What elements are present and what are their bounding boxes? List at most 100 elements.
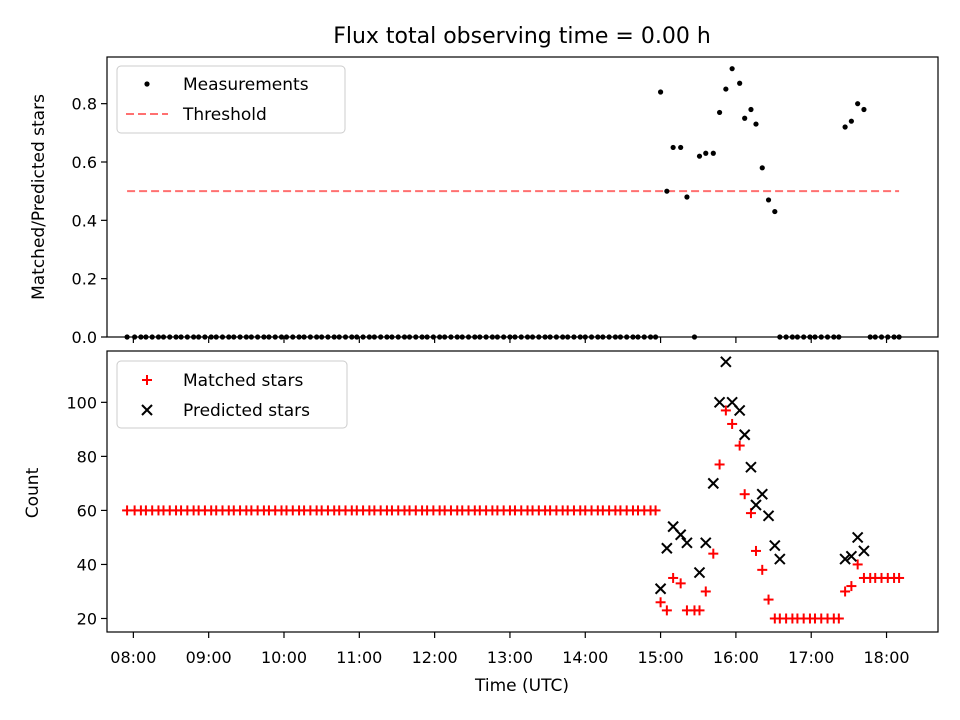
bottom-y-tick-label: 100 — [66, 393, 97, 412]
matched-star-point — [655, 597, 666, 608]
bottom-legend-box — [116, 360, 348, 429]
matched-star-point — [840, 586, 851, 597]
predicted-star-point-b — [674, 529, 687, 541]
predicted-star-point — [845, 550, 858, 563]
predicted-star-point-b — [726, 396, 738, 409]
chart-title: Flux total observing time = 0.00 h — [333, 24, 711, 49]
predicted-star-point-b — [858, 545, 870, 557]
measurement-point — [729, 66, 735, 72]
predicted-star-point — [661, 542, 673, 554]
predicted-star-point-b — [769, 539, 781, 552]
matched-star-point — [727, 418, 738, 429]
predicted-star-point-b — [762, 510, 775, 522]
measurement-point — [684, 194, 690, 200]
predicted-star-point-b — [681, 537, 693, 549]
legend-matched-label: Matched stars — [183, 371, 303, 391]
predicted-star-point-b — [774, 553, 786, 565]
measurement-point — [759, 165, 765, 171]
x-axis-label: Time (UTC) — [474, 676, 569, 696]
measurement-point — [716, 109, 723, 116]
matched-star-point — [661, 605, 672, 616]
predicted-star-point-b — [745, 461, 757, 473]
measurement-point — [670, 144, 676, 151]
measurement-point — [696, 153, 703, 159]
top-y-tick-label: 0.0 — [72, 328, 97, 347]
legend-predicted-marker — [141, 404, 153, 416]
legend-threshold-label: Threshold — [182, 105, 267, 125]
predicted-star-point — [858, 545, 870, 557]
measurement-point — [742, 115, 748, 121]
predicted-star-point-b — [738, 429, 751, 441]
x-tick-label: 08:00 — [110, 648, 156, 667]
measurement-point — [842, 124, 848, 130]
predicted-star-point — [720, 356, 732, 368]
measurement-point — [678, 144, 684, 151]
top-plot-frame — [106, 56, 939, 338]
matched-star-point — [708, 548, 719, 559]
matched-star-point — [700, 586, 711, 597]
x-tick-label: 13:00 — [487, 648, 533, 667]
matched-star-point — [750, 545, 761, 556]
measurement-point — [772, 208, 778, 215]
legend-predicted-marker-b — [141, 404, 153, 416]
predicted-star-point-b — [693, 566, 706, 579]
predicted-star-point-b — [839, 553, 851, 565]
top-legend-box — [116, 65, 346, 134]
predicted-star-point — [745, 461, 757, 473]
legend-matched-marker — [142, 375, 152, 385]
measurement-point — [861, 106, 867, 113]
predicted-star-point — [750, 499, 762, 511]
x-tick-label: 11:00 — [336, 648, 382, 667]
matched-star-point — [739, 489, 750, 500]
matched-star-point — [675, 578, 686, 589]
predicted-star-point-b — [720, 356, 732, 368]
bottom-plot-marks — [122, 356, 905, 624]
measurement-point — [723, 86, 729, 92]
matched-star-point — [894, 572, 905, 583]
predicted-star-point — [774, 553, 786, 565]
matched-star-point — [757, 564, 768, 575]
x-tick-label: 15:00 — [638, 648, 684, 667]
x-tick-label: 12:00 — [412, 648, 458, 667]
measurement-point — [737, 80, 743, 86]
bottom-y-axis-label: Count — [23, 467, 43, 518]
predicted-star-point — [839, 553, 851, 565]
matched-star-point — [650, 505, 661, 516]
x-tick-label: 17:00 — [788, 648, 834, 667]
predicted-star-point-b — [713, 396, 726, 409]
predicted-star-point-b — [733, 404, 746, 417]
measurement-point — [855, 101, 861, 107]
top-y-tick-label: 0.4 — [72, 211, 97, 230]
bottom-y-tick-label: 80 — [77, 447, 97, 466]
measurement-point — [753, 121, 759, 127]
top-y-tick-label: 0.6 — [72, 153, 97, 172]
top-y-tick-label: 0.8 — [72, 95, 97, 114]
legend-measurement-marker — [144, 81, 150, 87]
legend-measurements-label: Measurements — [183, 75, 309, 95]
matched-star-point — [668, 572, 679, 583]
x-tick-label: 18:00 — [863, 648, 909, 667]
predicted-star-point — [762, 510, 775, 522]
predicted-star-point — [733, 404, 746, 417]
x-tick-label: 16:00 — [713, 648, 759, 667]
legend-predicted-label: Predicted stars — [183, 401, 310, 421]
matched-star-point — [714, 459, 725, 470]
measurement-point — [664, 188, 670, 194]
predicted-star-point — [851, 531, 864, 544]
x-tick-label: 14:00 — [562, 648, 608, 667]
predicted-star-point-b — [750, 499, 762, 511]
predicted-star-point-b — [845, 550, 858, 563]
predicted-star-point — [769, 539, 781, 552]
predicted-star-point — [738, 429, 751, 441]
bottom-plot-frame — [106, 350, 939, 633]
x-tick-label: 10:00 — [261, 648, 307, 667]
predicted-star-point — [707, 477, 720, 490]
measurement-point — [710, 150, 716, 156]
matched-star-point — [852, 559, 863, 570]
bottom-y-tick-label: 60 — [77, 501, 97, 520]
measurement-point — [765, 197, 772, 203]
predicted-star-point-b — [700, 537, 712, 549]
predicted-star-point — [654, 583, 667, 595]
